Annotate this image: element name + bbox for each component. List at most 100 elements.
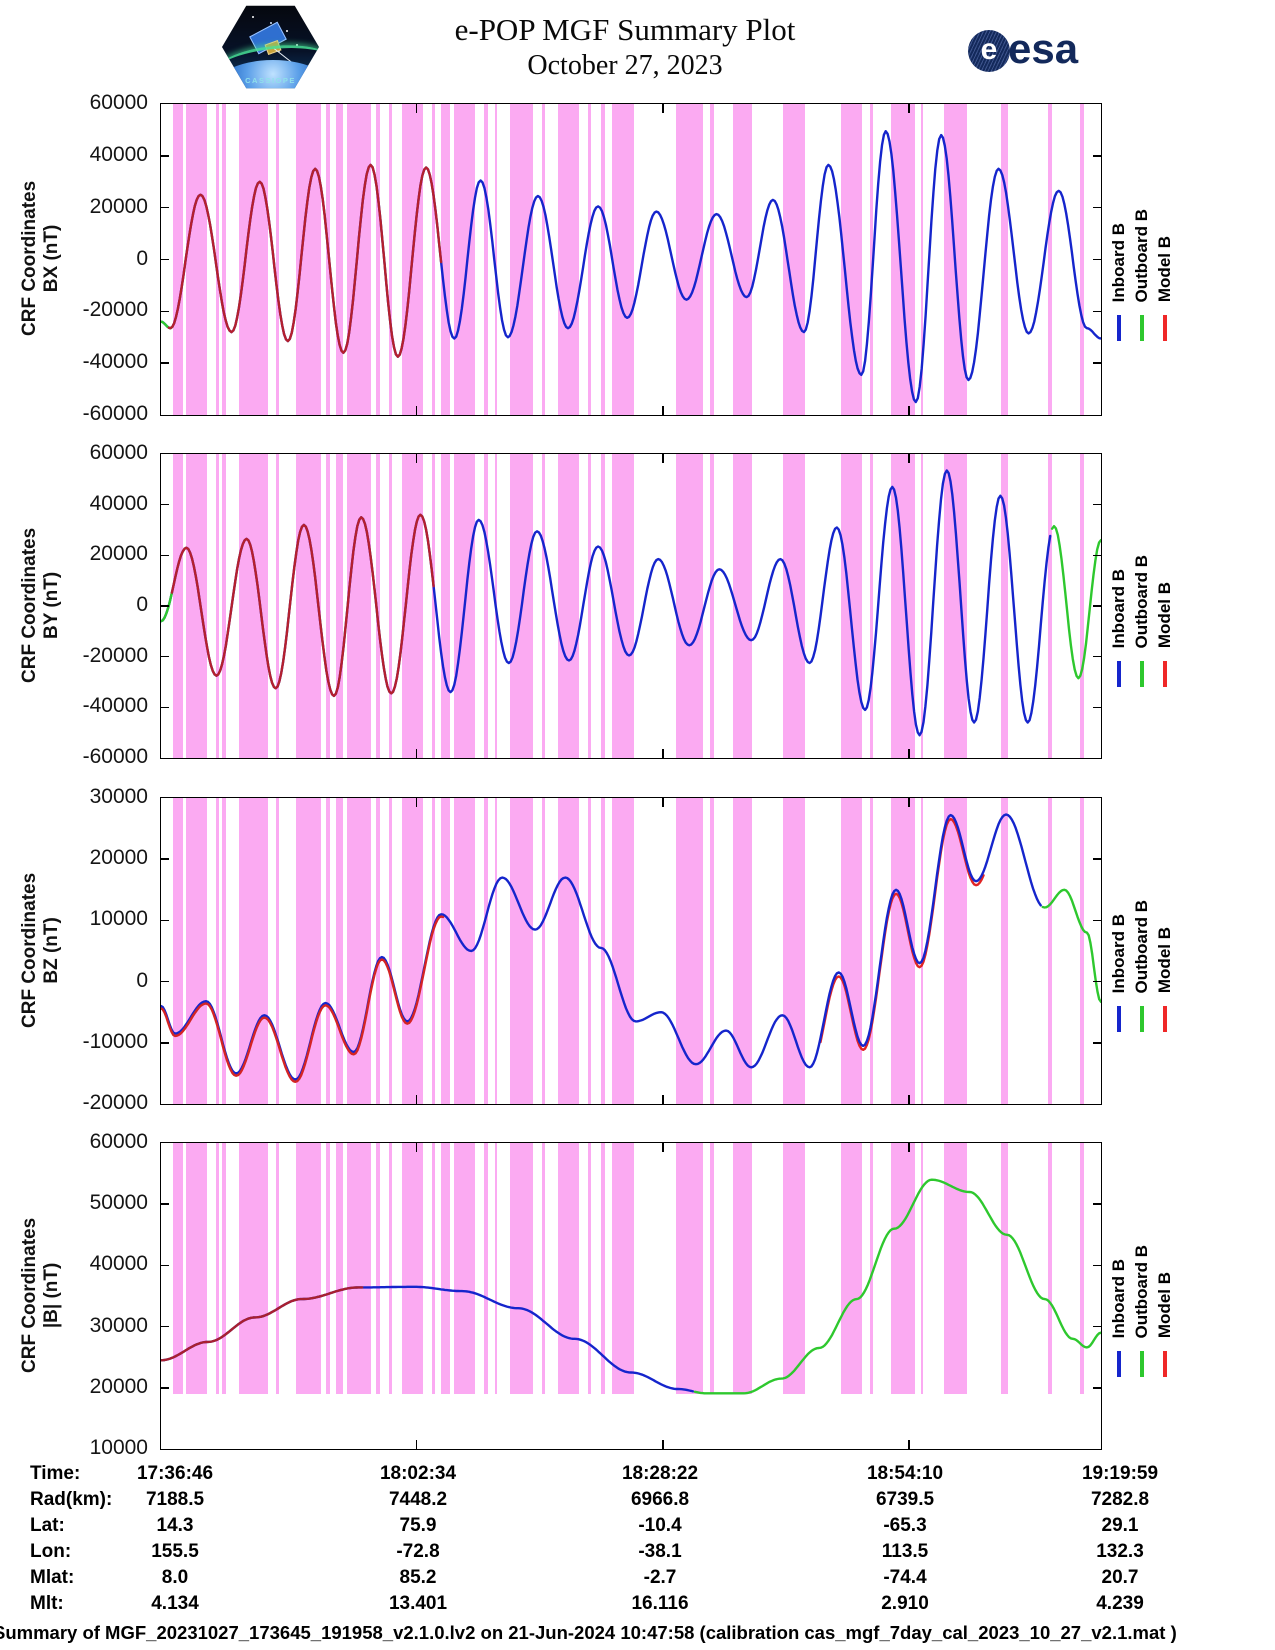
event-band bbox=[944, 454, 967, 758]
event-band bbox=[509, 104, 534, 415]
event-band bbox=[431, 1143, 436, 1394]
table-cell: 2.910 bbox=[881, 1593, 929, 1614]
data-curve-inboard-b bbox=[161, 813, 1042, 1081]
legend-swatch-model-b bbox=[1163, 315, 1167, 341]
y-axis-label-line1: CRF Coordinates bbox=[19, 1217, 41, 1373]
table-cell: 8.0 bbox=[161, 1567, 189, 1588]
event-band bbox=[376, 454, 381, 758]
table-cell: 7448.2 bbox=[388, 1489, 448, 1510]
y-tick bbox=[161, 655, 169, 658]
table-cell: 6966.8 bbox=[630, 1489, 690, 1510]
event-band bbox=[186, 798, 208, 1104]
event-band bbox=[783, 104, 805, 415]
x-tick bbox=[908, 798, 911, 807]
event-band bbox=[389, 104, 393, 415]
event-band bbox=[1048, 104, 1053, 415]
event-band bbox=[454, 1143, 475, 1394]
event-band bbox=[441, 104, 451, 415]
event-band bbox=[441, 1143, 451, 1394]
y-tick bbox=[161, 310, 169, 313]
data-curve-model-b bbox=[170, 513, 435, 698]
event-band bbox=[335, 1143, 344, 1394]
legend-label-box: Inboard B bbox=[1109, 797, 1129, 993]
legend-entry: Outboard B bbox=[1131, 103, 1153, 341]
event-band bbox=[494, 104, 498, 415]
esa-globe-e: e bbox=[980, 33, 998, 66]
data-curve-inboard-b bbox=[161, 469, 1052, 737]
y-tick-label: 0 bbox=[136, 593, 148, 616]
event-band bbox=[215, 798, 220, 1104]
y-tick bbox=[161, 503, 169, 506]
event-band bbox=[186, 454, 208, 758]
x-tick bbox=[662, 798, 664, 807]
event-band bbox=[1048, 798, 1053, 1104]
table-row-label: Mlat: bbox=[30, 1567, 75, 1588]
table-cell: 29.1 bbox=[1101, 1515, 1139, 1536]
x-tick bbox=[662, 406, 664, 415]
y-tick-label: 10000 bbox=[89, 1436, 148, 1459]
y-axis-label-by: CRF Coordinates BY (nT) bbox=[14, 453, 70, 757]
event-band bbox=[869, 798, 873, 1104]
data-curve-model-b bbox=[167, 163, 443, 358]
event-band bbox=[484, 798, 489, 1104]
x-tick bbox=[662, 1143, 664, 1152]
x-tick bbox=[908, 1440, 911, 1449]
event-band bbox=[587, 454, 591, 758]
event-band bbox=[783, 1143, 805, 1394]
data-curve-outboard-b bbox=[693, 1178, 1101, 1395]
event-band bbox=[541, 454, 546, 758]
y-tick bbox=[161, 1203, 169, 1205]
table-cell: -2.7 bbox=[643, 1567, 677, 1588]
legend-label-box: Outboard B bbox=[1132, 1142, 1152, 1339]
footer-text: Summary of MGF_20231027_173645_191958_v2… bbox=[0, 1622, 1177, 1643]
event-band bbox=[732, 1143, 753, 1394]
plot-panel-by bbox=[160, 453, 1102, 759]
table-cell: -74.4 bbox=[883, 1567, 927, 1588]
y-tick bbox=[161, 206, 169, 209]
y-tick-label: -10000 bbox=[82, 1029, 148, 1053]
y-tick bbox=[1093, 605, 1101, 607]
table-cell: 14.3 bbox=[156, 1515, 194, 1536]
legend-swatch-outboard-b bbox=[1140, 1351, 1144, 1377]
y-tick-label: 0 bbox=[136, 246, 148, 270]
y-tick bbox=[1093, 1387, 1101, 1389]
legend-label: Model B bbox=[1155, 1271, 1174, 1338]
event-band bbox=[557, 798, 580, 1104]
event-band bbox=[239, 454, 269, 758]
table-cell: 75.9 bbox=[399, 1515, 437, 1536]
y-axis-label-line1: CRF Coordinates bbox=[19, 527, 41, 683]
legend-label-box: Inboard B bbox=[1109, 453, 1129, 648]
legend-swatch-model-b bbox=[1163, 1006, 1167, 1032]
y-tick bbox=[161, 706, 169, 709]
x-tick bbox=[415, 1143, 418, 1152]
event-band bbox=[541, 1143, 546, 1394]
table-cell: 6739.5 bbox=[875, 1489, 935, 1510]
event-band bbox=[732, 104, 753, 415]
legend-label: Outboard B bbox=[1132, 1244, 1151, 1339]
table-cell: 85.2 bbox=[399, 1567, 437, 1588]
event-band bbox=[454, 798, 475, 1104]
y-tick bbox=[1093, 706, 1101, 709]
event-band bbox=[389, 798, 393, 1104]
event-band bbox=[840, 798, 863, 1104]
event-band bbox=[1001, 1143, 1008, 1394]
event-band bbox=[1080, 104, 1085, 415]
x-tick bbox=[415, 104, 418, 113]
x-tick bbox=[908, 454, 911, 463]
y-tick-label: -60000 bbox=[82, 402, 148, 425]
table-cell: -65.3 bbox=[883, 1515, 927, 1536]
data-curve-outboard-b bbox=[161, 591, 174, 623]
event-band bbox=[431, 798, 436, 1104]
data-curve-inboard-b bbox=[161, 1285, 695, 1393]
event-band bbox=[920, 104, 924, 415]
event-band bbox=[710, 454, 714, 758]
x-tick bbox=[415, 454, 418, 463]
event-band bbox=[1080, 798, 1085, 1104]
table-cell: 4.239 bbox=[1096, 1593, 1144, 1614]
event-band bbox=[891, 798, 915, 1104]
event-band bbox=[335, 454, 344, 758]
event-band bbox=[275, 104, 280, 415]
event-band bbox=[587, 798, 591, 1104]
y-axis-label-line1: CRF Coordinates bbox=[19, 872, 41, 1028]
event-band bbox=[891, 104, 915, 415]
